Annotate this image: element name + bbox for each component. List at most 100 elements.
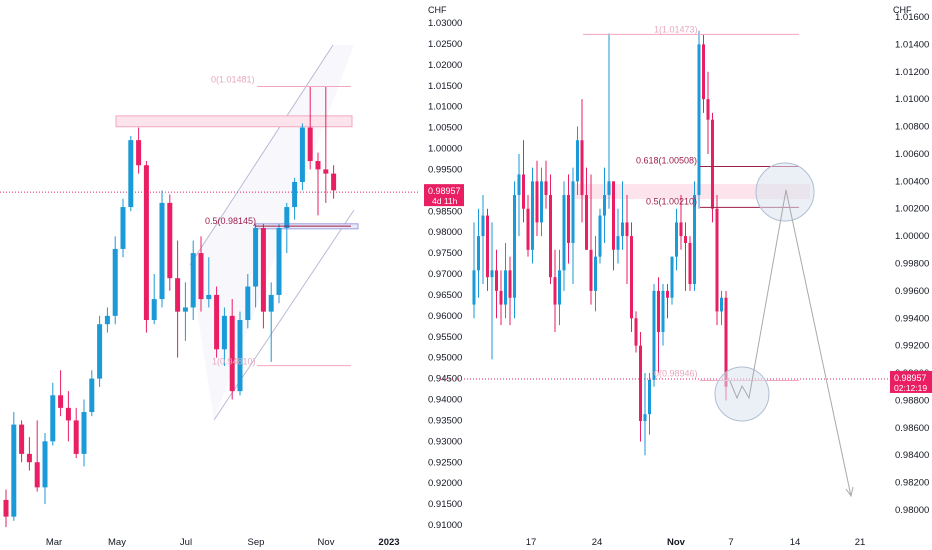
candle[interactable] (65, 391, 71, 442)
candle[interactable] (688, 236, 692, 291)
candle[interactable] (58, 370, 64, 417)
candle[interactable] (477, 208, 480, 298)
candle[interactable] (558, 249, 561, 326)
left-time-axis[interactable]: Mar May Jul Sep Nov 2023 (46, 537, 400, 548)
candle[interactable] (504, 242, 507, 319)
candle[interactable] (666, 284, 669, 319)
candle[interactable] (630, 222, 633, 332)
candle[interactable] (323, 86, 329, 203)
candle[interactable] (499, 270, 503, 326)
candle[interactable] (42, 432, 48, 505)
candle[interactable] (693, 181, 696, 291)
candle[interactable] (517, 153, 521, 237)
candle[interactable] (567, 174, 570, 264)
candle[interactable] (221, 307, 227, 367)
candle[interactable] (237, 311, 243, 396)
candle[interactable] (675, 208, 678, 271)
candle[interactable] (571, 167, 575, 285)
candle[interactable] (684, 222, 687, 291)
candle[interactable] (634, 311, 638, 353)
candle[interactable] (299, 123, 305, 191)
candle[interactable] (621, 181, 624, 250)
candle[interactable] (73, 407, 79, 459)
candle[interactable] (648, 373, 651, 435)
candle[interactable] (315, 152, 321, 216)
candle[interactable] (670, 256, 674, 305)
candle[interactable] (508, 256, 512, 326)
candle[interactable] (292, 177, 298, 220)
candle[interactable] (526, 195, 530, 257)
candle[interactable] (472, 222, 476, 319)
candle[interactable] (182, 282, 188, 341)
candle[interactable] (284, 202, 290, 254)
candle[interactable] (711, 112, 714, 223)
candle[interactable] (268, 282, 274, 362)
candle[interactable] (513, 181, 516, 319)
candle[interactable] (544, 160, 548, 209)
candle[interactable] (625, 195, 629, 285)
candle[interactable] (151, 274, 157, 325)
candle[interactable] (706, 71, 710, 154)
candle[interactable] (89, 370, 95, 417)
candle[interactable] (167, 194, 173, 291)
candle[interactable] (190, 240, 196, 321)
candle[interactable] (495, 249, 498, 319)
candle[interactable] (562, 181, 566, 291)
candle[interactable] (553, 249, 557, 332)
candle[interactable] (253, 223, 259, 308)
candle[interactable] (143, 161, 149, 333)
candle[interactable] (522, 140, 525, 223)
candle[interactable] (214, 286, 220, 358)
candle[interactable] (128, 135, 134, 212)
candle[interactable] (486, 208, 489, 291)
candle[interactable] (657, 277, 660, 374)
candle[interactable] (616, 208, 620, 264)
candle[interactable] (697, 30, 701, 209)
candle[interactable] (331, 165, 337, 199)
candle[interactable] (612, 181, 615, 271)
candle[interactable] (661, 284, 665, 346)
candle[interactable] (490, 222, 494, 360)
candle[interactable] (652, 284, 656, 387)
left-candles[interactable] (3, 86, 337, 528)
candle[interactable] (97, 315, 103, 387)
candle[interactable] (307, 86, 313, 170)
right-time-axis[interactable]: 17 24 Nov 7 14 21 (526, 537, 866, 548)
candle[interactable] (229, 299, 235, 400)
candle[interactable] (11, 412, 17, 521)
candle[interactable] (104, 307, 110, 333)
candle[interactable] (702, 34, 705, 113)
candle[interactable] (679, 195, 683, 250)
candle[interactable] (26, 437, 32, 471)
candle[interactable] (598, 208, 602, 264)
candle[interactable] (481, 195, 485, 285)
candle[interactable] (715, 195, 719, 326)
candle[interactable] (50, 382, 56, 446)
candle[interactable] (643, 373, 647, 456)
candle[interactable] (3, 489, 9, 528)
candle[interactable] (81, 399, 87, 467)
candle[interactable] (206, 257, 212, 308)
candle[interactable] (535, 160, 539, 237)
candle[interactable] (120, 198, 126, 258)
candle[interactable] (159, 190, 165, 308)
left-price-axis[interactable]: CHF 1.03000 1.02500 1.02000 1.01500 1.01000 1.… (424, 5, 464, 531)
candle[interactable] (607, 33, 611, 209)
candle[interactable] (531, 167, 534, 264)
candle[interactable] (589, 174, 593, 305)
candle[interactable] (276, 223, 282, 304)
candle[interactable] (576, 126, 579, 196)
candle[interactable] (136, 127, 142, 174)
candle[interactable] (112, 236, 118, 325)
candle[interactable] (639, 331, 642, 442)
right-candles[interactable] (472, 30, 728, 456)
candle[interactable] (585, 167, 588, 250)
candle[interactable] (549, 174, 552, 285)
candle[interactable] (594, 236, 597, 312)
candle[interactable] (175, 240, 181, 358)
candle[interactable] (245, 274, 251, 329)
candle[interactable] (198, 236, 204, 312)
candle[interactable] (720, 290, 723, 326)
